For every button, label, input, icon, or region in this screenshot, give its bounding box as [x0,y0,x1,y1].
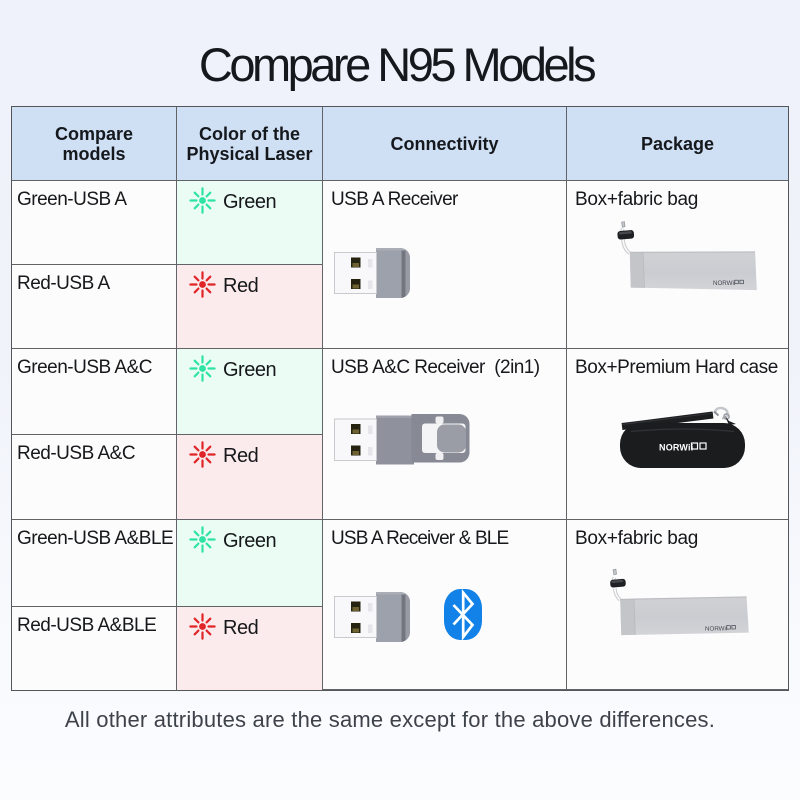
svg-text:NORWii: NORWii [713,280,735,287]
svg-text:NORWii: NORWii [705,625,727,632]
svg-text:NORWii: NORWii [659,443,693,453]
